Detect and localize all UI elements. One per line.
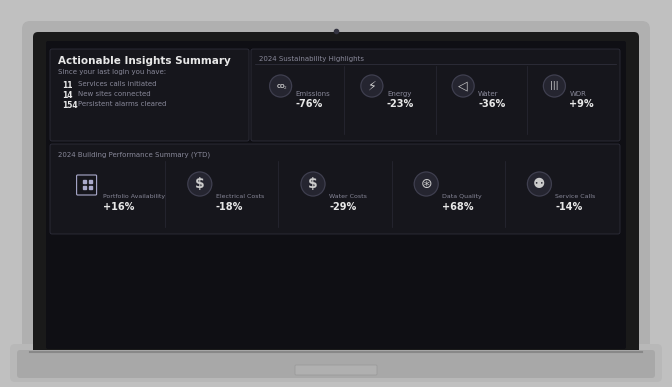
Circle shape	[361, 75, 383, 97]
Text: -76%: -76%	[296, 99, 323, 109]
Text: -23%: -23%	[387, 99, 414, 109]
FancyBboxPatch shape	[22, 21, 650, 367]
Text: CO: CO	[276, 84, 285, 89]
Text: Services calls initiated: Services calls initiated	[78, 81, 157, 87]
Text: WDR: WDR	[569, 91, 586, 97]
Text: ⊛: ⊛	[421, 177, 432, 191]
Text: -36%: -36%	[478, 99, 505, 109]
Text: 2: 2	[284, 86, 286, 90]
Bar	[83, 180, 85, 183]
Text: Water Costs: Water Costs	[329, 194, 367, 199]
Bar	[89, 180, 91, 183]
Text: Electrical Costs: Electrical Costs	[216, 194, 264, 199]
Text: Portfolio Availability: Portfolio Availability	[103, 194, 165, 199]
Text: Emissions: Emissions	[296, 91, 331, 97]
Circle shape	[269, 75, 292, 97]
Text: +9%: +9%	[569, 99, 594, 109]
Text: Data Quality: Data Quality	[442, 194, 482, 199]
Text: -18%: -18%	[216, 202, 243, 212]
FancyBboxPatch shape	[46, 41, 626, 349]
Text: 154: 154	[62, 101, 78, 110]
Text: 2024 Building Performance Summary (YTD): 2024 Building Performance Summary (YTD)	[58, 151, 210, 158]
FancyBboxPatch shape	[17, 350, 655, 378]
Text: Persistent alarms cleared: Persistent alarms cleared	[78, 101, 167, 107]
Text: Since your last login you have:: Since your last login you have:	[58, 69, 166, 75]
Text: Service Calls: Service Calls	[555, 194, 595, 199]
FancyBboxPatch shape	[251, 49, 620, 141]
Text: Actionable Insights Summary: Actionable Insights Summary	[58, 56, 230, 66]
Circle shape	[301, 172, 325, 196]
Bar	[83, 186, 85, 189]
Text: New sites connected: New sites connected	[78, 91, 151, 97]
Text: 2024 Sustainability Highlights: 2024 Sustainability Highlights	[259, 56, 364, 62]
Text: +68%: +68%	[442, 202, 474, 212]
Circle shape	[414, 172, 438, 196]
Text: ⚡: ⚡	[368, 79, 376, 92]
Text: $: $	[308, 177, 318, 191]
Text: -29%: -29%	[329, 202, 356, 212]
Text: ⚉: ⚉	[533, 177, 546, 191]
Text: +16%: +16%	[103, 202, 134, 212]
FancyBboxPatch shape	[10, 344, 662, 382]
Bar	[89, 186, 91, 189]
Text: Energy: Energy	[387, 91, 411, 97]
Text: ◁: ◁	[458, 79, 468, 92]
Text: $: $	[195, 177, 205, 191]
Circle shape	[187, 172, 212, 196]
Text: -14%: -14%	[555, 202, 583, 212]
Text: Water: Water	[478, 91, 499, 97]
Circle shape	[452, 75, 474, 97]
Text: 11: 11	[62, 81, 73, 90]
Circle shape	[544, 75, 565, 97]
Text: |||: |||	[550, 82, 558, 91]
Circle shape	[528, 172, 552, 196]
FancyBboxPatch shape	[295, 365, 377, 375]
FancyBboxPatch shape	[50, 144, 620, 234]
FancyBboxPatch shape	[33, 32, 639, 358]
FancyBboxPatch shape	[50, 49, 249, 141]
Text: 14: 14	[62, 91, 73, 100]
